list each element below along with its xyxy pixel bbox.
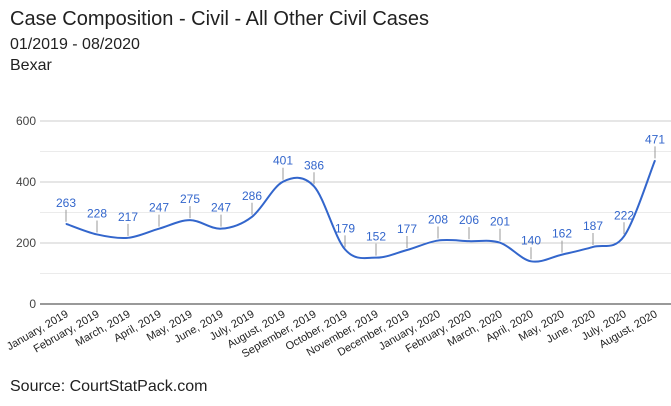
- data-point: [499, 242, 501, 244]
- data-point: [406, 249, 408, 251]
- data-label: 247: [149, 201, 169, 215]
- chart-source: Source: CourtStatPack.com: [10, 378, 208, 395]
- data-point: [468, 240, 470, 242]
- data-label: 386: [304, 158, 324, 172]
- chart-title: Case Composition - Civil - All Other Civ…: [10, 8, 430, 30]
- data-point: [654, 159, 656, 161]
- data-label: 177: [397, 222, 417, 236]
- data-label: 201: [490, 215, 510, 229]
- data-label: 140: [521, 233, 541, 247]
- data-point: [344, 248, 346, 250]
- data-point: [189, 219, 191, 221]
- data-point: [437, 240, 439, 242]
- data-label: 263: [56, 196, 76, 210]
- data-point: [375, 257, 377, 259]
- data-point: [561, 254, 563, 256]
- data-label: 275: [180, 192, 200, 206]
- data-point: [158, 228, 160, 230]
- data-label: 206: [459, 213, 479, 227]
- data-label: 187: [583, 219, 603, 233]
- data-point: [592, 246, 594, 248]
- chart-subtitle-date-range: 01/2019 - 08/2020: [10, 36, 140, 53]
- data-point: [65, 223, 67, 225]
- data-point: [220, 228, 222, 230]
- data-label: 222: [614, 208, 634, 222]
- data-label: 217: [118, 210, 138, 224]
- data-point: [127, 237, 129, 239]
- data-label: 152: [366, 230, 386, 244]
- data-point: [251, 216, 253, 218]
- data-point: [96, 233, 98, 235]
- data-label: 286: [242, 189, 262, 203]
- data-point: [530, 260, 532, 262]
- data-label: 471: [645, 132, 665, 146]
- data-point: [282, 181, 284, 183]
- data-label: 162: [552, 227, 572, 241]
- data-label: 208: [428, 213, 448, 227]
- data-point: [313, 185, 315, 187]
- data-point: [623, 235, 625, 237]
- data-label: 401: [273, 154, 293, 168]
- y-tick-label: 600: [16, 114, 36, 128]
- y-tick-label: 0: [29, 297, 36, 311]
- chart-subtitle-county: Bexar: [10, 57, 52, 74]
- y-tick-label: 200: [16, 236, 36, 250]
- data-label: 179: [335, 221, 355, 235]
- data-label: 228: [87, 206, 107, 220]
- y-tick-label: 400: [16, 175, 36, 189]
- data-label: 247: [211, 201, 231, 215]
